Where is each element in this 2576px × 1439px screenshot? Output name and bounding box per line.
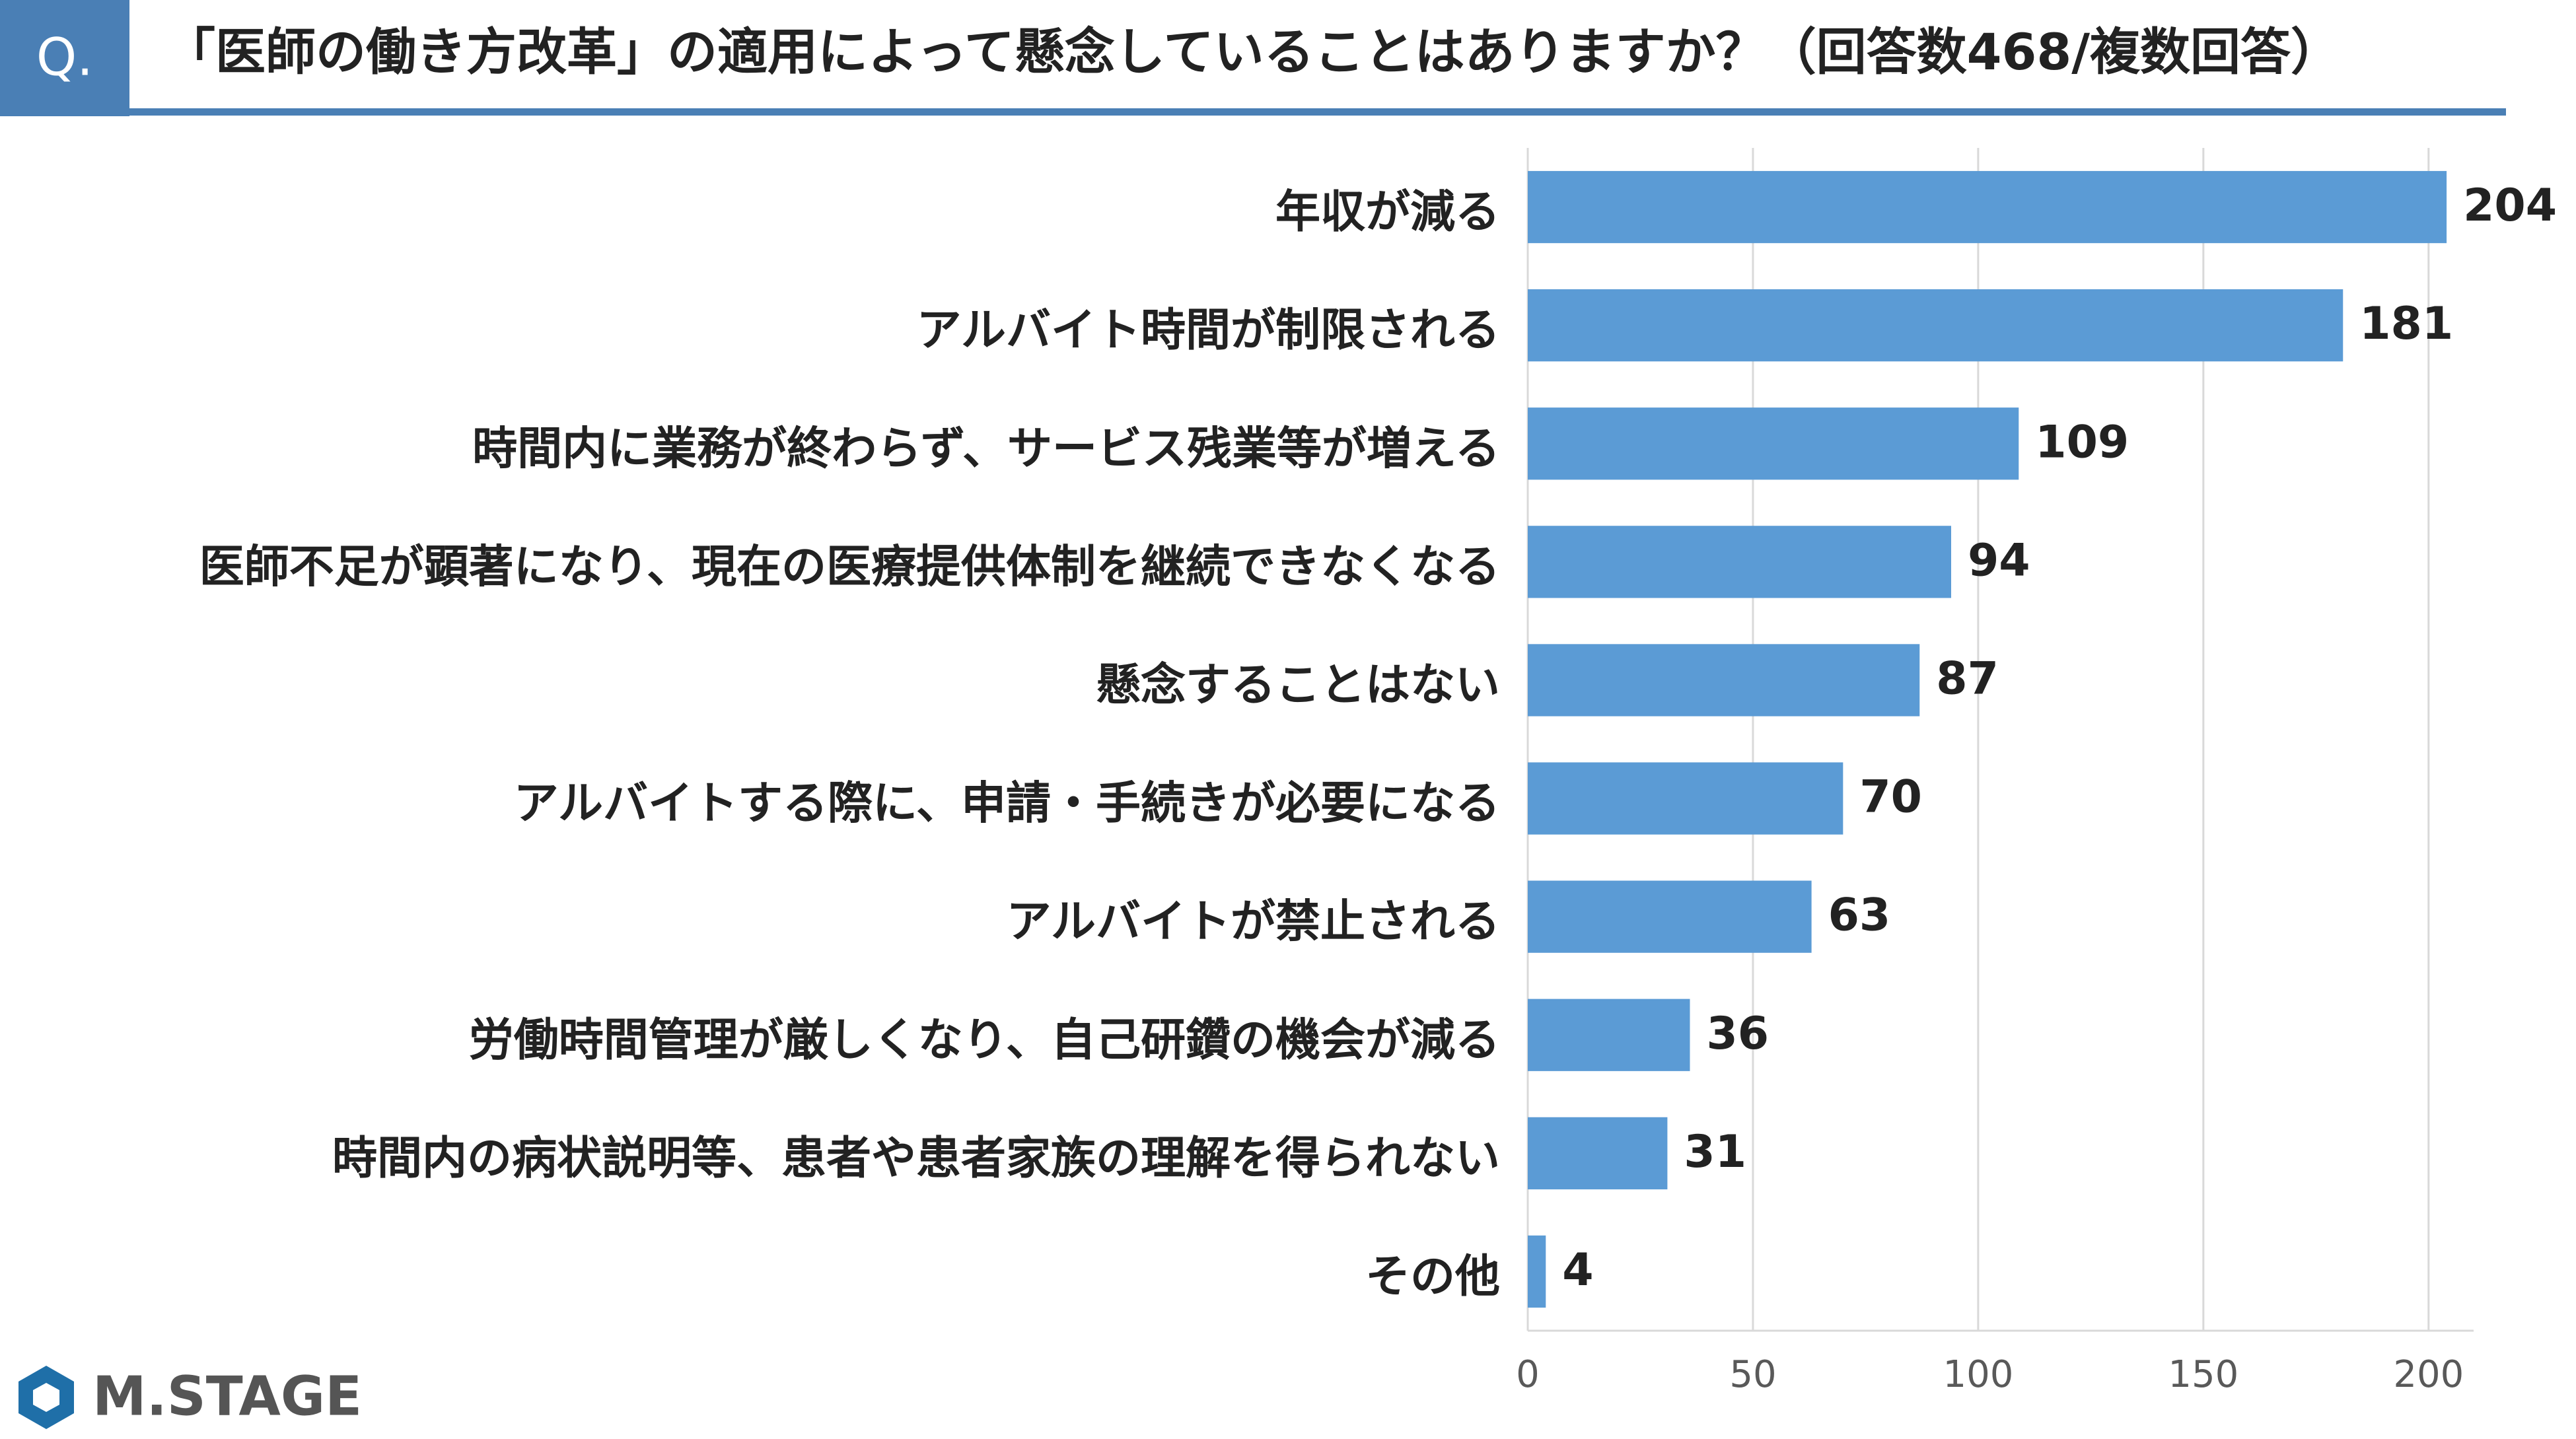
bar <box>1528 289 2343 362</box>
value-label: 4 <box>1562 1244 1593 1296</box>
y-tick-label: 年収が減る <box>1275 186 1500 238</box>
value-label: 31 <box>1684 1126 1746 1178</box>
title-underline <box>129 108 2506 116</box>
bar <box>1528 999 1690 1071</box>
value-label: 87 <box>1936 652 1999 705</box>
y-tick-label: 労働時間管理が厳しくなり、自己研鑽の機会が減る <box>469 1014 1500 1067</box>
x-tick-label: 100 <box>1943 1353 2013 1396</box>
y-tick-label: 懸念することはない <box>1096 659 1500 711</box>
bar <box>1528 762 1843 835</box>
value-label: 63 <box>1828 890 1891 942</box>
chart-title: 「医師の働き方改革」の適用によって懸念していることはありますか？（回答数468/… <box>165 22 2341 81</box>
y-tick-label: 時間内に業務が終わらず、サービス残業等が増える <box>472 423 1500 475</box>
logo-icon-inner <box>33 1383 59 1412</box>
value-label: 36 <box>1706 1008 1769 1060</box>
bar <box>1528 170 2447 244</box>
bar <box>1528 526 1951 598</box>
value-label: 204 <box>2463 180 2557 232</box>
logo: M.STAGE <box>18 1365 362 1429</box>
bar <box>1528 1235 1546 1308</box>
x-tick-label: 150 <box>2168 1353 2238 1396</box>
y-tick-label: アルバイトが禁止される <box>1007 896 1500 948</box>
bar <box>1528 880 1812 953</box>
q-label: Q. <box>36 28 93 87</box>
value-label: 109 <box>2035 416 2129 468</box>
y-tick-label: 医師不足が顕著になり、現在の医療提供体制を継続できなくなる <box>199 541 1500 593</box>
bar <box>1528 407 2019 480</box>
value-label: 70 <box>1859 771 1922 824</box>
bar <box>1528 1117 1668 1189</box>
x-tick-label: 0 <box>1516 1353 1540 1396</box>
q-box <box>0 0 129 116</box>
value-label: 94 <box>1968 534 2030 586</box>
y-tick-label: その他 <box>1365 1251 1500 1303</box>
x-tick-label: 50 <box>1729 1353 1776 1396</box>
y-tick-label: アルバイトする際に、申請・手続きが必要になる <box>514 778 1500 830</box>
y-tick-label: アルバイト時間が制限される <box>917 304 1500 357</box>
y-tick-label: 時間内の病状説明等、患者や患者家族の理解を得られない <box>332 1133 1500 1185</box>
value-label: 181 <box>2359 298 2453 350</box>
bar <box>1528 644 1920 717</box>
logo-text: M.STAGE <box>92 1365 362 1428</box>
x-tick-label: 200 <box>2393 1353 2464 1396</box>
